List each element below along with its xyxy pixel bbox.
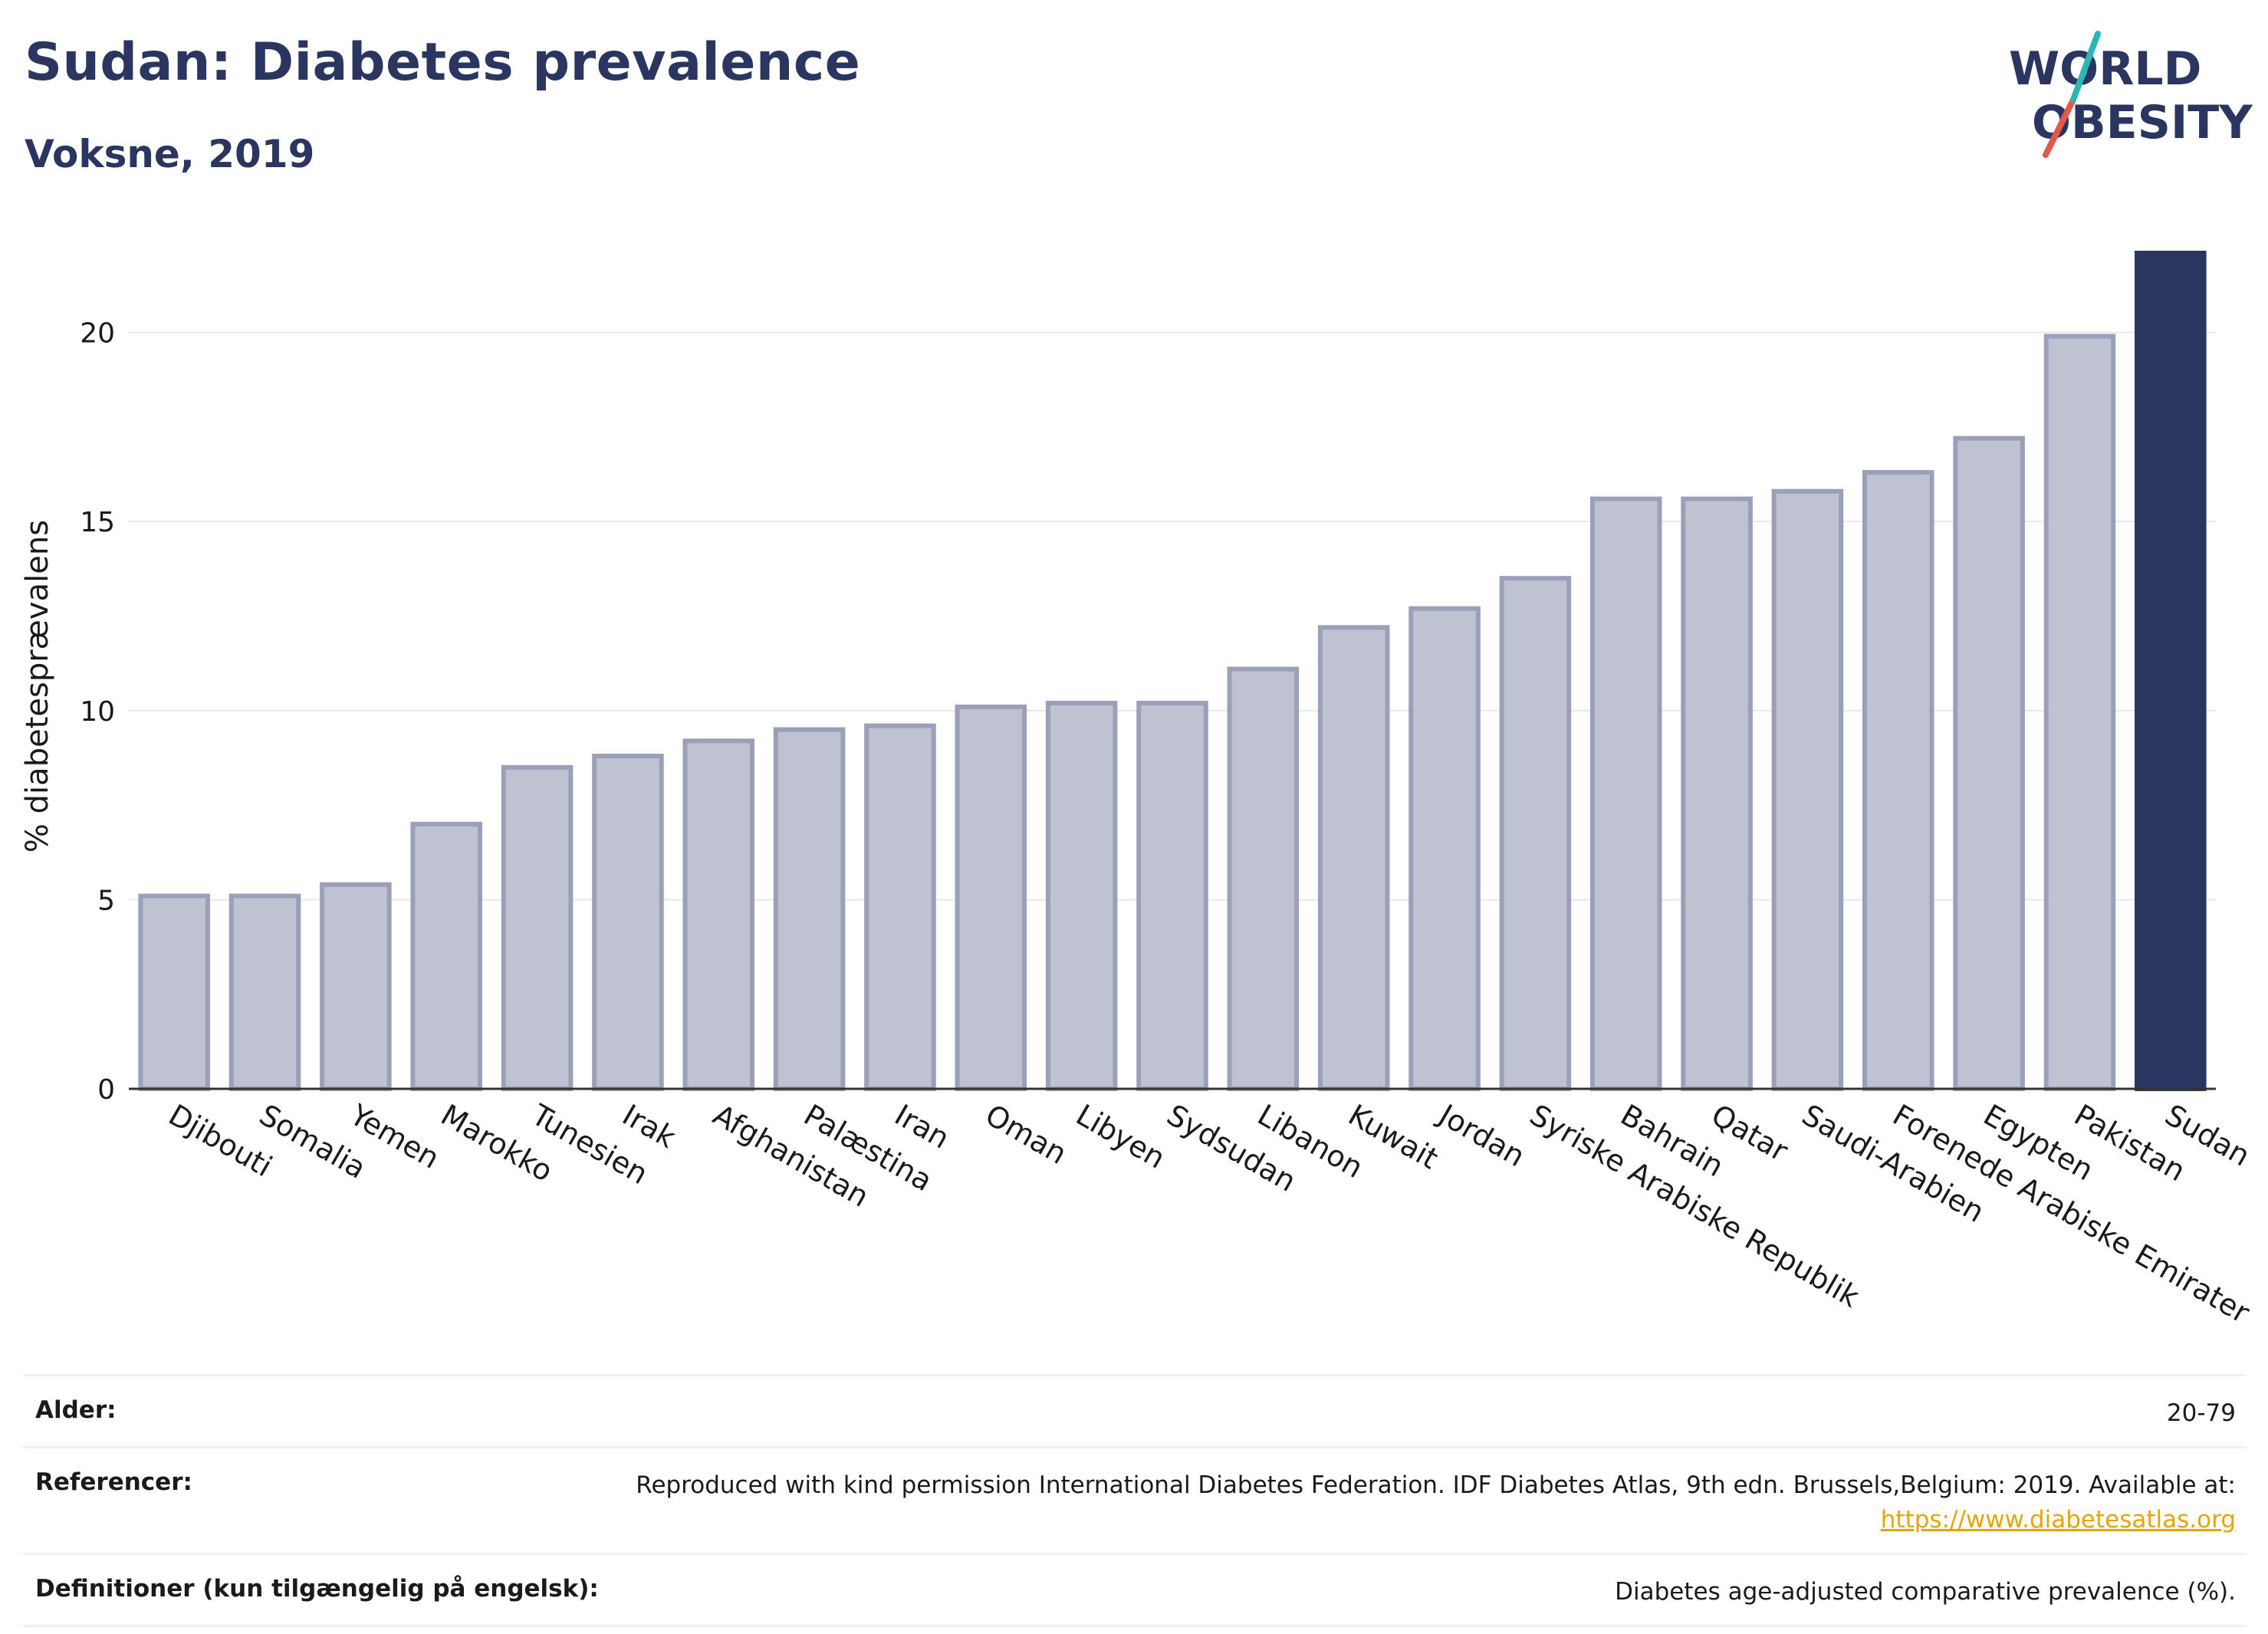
y-tick-label: 20 xyxy=(80,318,115,350)
bar-egypten xyxy=(1953,436,2025,1091)
y-tick-label: 15 xyxy=(80,507,115,538)
references-value: Reproduced with kind permission Internat… xyxy=(636,1468,2236,1537)
definitions-label: Definitioner (kun tilgængelig på engelsk… xyxy=(35,1574,599,1603)
bar-iran xyxy=(864,723,936,1091)
logo-slash-teal xyxy=(2070,31,2101,103)
bar-syriske-arabiske-republik xyxy=(1499,576,1572,1091)
bar-oman xyxy=(955,704,1027,1092)
bar-sudan xyxy=(2135,251,2207,1091)
x-tick-label: Jordan xyxy=(1432,1097,1530,1174)
bar-pakistan xyxy=(2043,334,2116,1091)
bar-palæstina xyxy=(773,727,846,1091)
chart-subtitle: Voksne, 2019 xyxy=(25,132,315,176)
bar-tunesien xyxy=(501,764,574,1091)
bar-kuwait xyxy=(1317,625,1390,1091)
diabetesatlas-link[interactable]: https://www.diabetesatlas.org xyxy=(1880,1505,2236,1534)
bar-yemen xyxy=(320,882,392,1091)
footer-row-references: Referencer: Reproduced with kind permiss… xyxy=(23,1445,2247,1553)
bar-marokko xyxy=(410,821,483,1091)
age-value: 20-79 xyxy=(2166,1399,2236,1427)
bar-saudi-arabien xyxy=(1771,488,1844,1091)
chart-title: Sudan: Diabetes prevalence xyxy=(25,32,861,93)
bar-qatar xyxy=(1681,496,1753,1091)
definitions-value: Diabetes age-adjusted comparative preval… xyxy=(1615,1577,2236,1606)
y-axis-label: % diabetesprævalens xyxy=(20,520,55,853)
footer-row-age: Alder: 20-79 xyxy=(23,1374,2247,1446)
bar-irak xyxy=(592,753,664,1091)
bar-sydsudan xyxy=(1136,700,1208,1092)
y-tick-label: 0 xyxy=(97,1074,115,1106)
bar-libyen xyxy=(1045,700,1118,1092)
x-tick-label: Libyen xyxy=(1070,1098,1171,1175)
footer-row-definitions: Definitioner (kun tilgængelig på engelsk… xyxy=(23,1552,2247,1627)
age-label: Alder: xyxy=(35,1396,117,1424)
references-label: Referencer: xyxy=(35,1468,192,1496)
chart-footer: Alder: 20-79 Referencer: Reproduced with… xyxy=(23,1374,2247,1627)
logo-slash-red xyxy=(2043,97,2076,158)
bar-bahrain xyxy=(1589,496,1662,1091)
x-tick-label: Djibouti xyxy=(163,1098,278,1184)
bar-chart: 0 5 10 15 20 DjiboutiSomaliaYemenMarokkoTune… xyxy=(20,251,2256,1330)
x-tick-label: Oman xyxy=(980,1098,1073,1171)
bar-forenede-arabiske-emirater xyxy=(1862,470,1934,1091)
y-tick-labels: 0 5 10 15 20 xyxy=(80,318,115,1106)
bars xyxy=(138,251,2207,1092)
bar-jordan xyxy=(1408,606,1481,1091)
bar-libanon xyxy=(1227,666,1300,1091)
y-tick-label: 10 xyxy=(80,696,115,728)
logo-word-1: WORLD xyxy=(2009,42,2201,96)
y-tick-label: 5 xyxy=(97,885,115,916)
references-text: Reproduced with kind permission Internat… xyxy=(636,1471,2236,1499)
bar-djibouti xyxy=(138,893,210,1092)
bar-afghanistan xyxy=(682,738,755,1091)
world-obesity-logo: WORLD OBESITY xyxy=(2009,31,2253,158)
bar-somalia xyxy=(228,893,301,1092)
